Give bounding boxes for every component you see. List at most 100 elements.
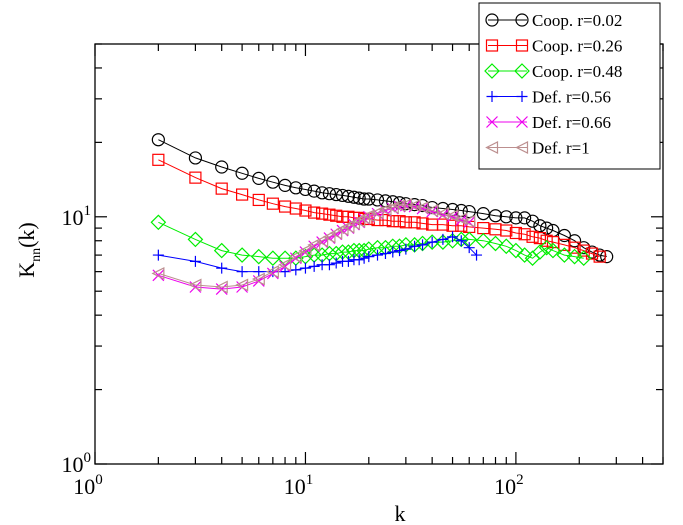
series-1 [152, 153, 606, 263]
plot-frame [94, 43, 664, 465]
data-point [299, 262, 311, 274]
data-point [322, 230, 336, 244]
data-point [455, 235, 467, 247]
data-point [298, 182, 313, 197]
legend-item: Def. r=0.56 [486, 88, 611, 107]
legend-item: Coop. r=0.26 [485, 37, 622, 56]
data-point [216, 262, 228, 274]
data-point [308, 260, 320, 272]
data-point [400, 243, 412, 255]
data-point [394, 245, 406, 257]
data-point [279, 260, 291, 273]
data-point [568, 241, 581, 254]
data-point [189, 255, 201, 267]
legend-marker [486, 116, 498, 128]
data-point [408, 216, 421, 229]
data-point [323, 259, 335, 271]
legend-item: Def. r=1 [485, 139, 590, 158]
data-point [500, 224, 513, 237]
data-point [353, 254, 365, 266]
data-point [532, 244, 548, 260]
y-tick-exponent: 1 [84, 203, 92, 219]
data-point [151, 133, 165, 147]
data-point [600, 250, 614, 264]
data-point [253, 266, 265, 278]
data-point [323, 208, 336, 221]
data-point [188, 278, 202, 292]
data-point [416, 217, 429, 230]
y-axis-label-sub: nn [29, 248, 44, 262]
data-point [463, 242, 475, 254]
data-point [508, 242, 524, 259]
data-point [499, 210, 513, 224]
data-point [533, 219, 547, 233]
data-point [361, 209, 375, 223]
data-point [475, 232, 492, 249]
data-point [341, 189, 356, 203]
data-point [406, 237, 423, 253]
data-point [266, 265, 279, 279]
legend-label: Coop. r=0.02 [532, 11, 622, 30]
data-point [558, 238, 571, 251]
legend-marker [516, 91, 528, 102]
x-tick-base: 10 [73, 474, 95, 499]
legend: Coop. r=0.02 Coop. r=0.26 Coop. r=0.48 Def.… [478, 2, 661, 170]
data-point [509, 211, 523, 225]
data-point [387, 246, 399, 258]
data-point [215, 160, 229, 174]
data-point [315, 186, 329, 200]
data-point [379, 213, 392, 227]
data-point [370, 193, 385, 207]
data-point [445, 209, 459, 223]
x-tick-label: 101 [284, 472, 314, 499]
data-point [424, 234, 441, 250]
data-point [436, 218, 450, 231]
legend-label: Def. r=0.66 [532, 113, 611, 132]
legend-label: Coop. r=0.48 [532, 62, 622, 81]
data-point [454, 212, 468, 226]
data-point [289, 202, 302, 215]
data-point [379, 248, 391, 260]
data-point [289, 181, 303, 195]
data-point [372, 249, 384, 261]
data-point [566, 248, 583, 265]
data-point [357, 192, 371, 206]
data-point [462, 204, 476, 219]
legend-marker [485, 141, 499, 154]
data-point [399, 216, 412, 229]
data-point [545, 242, 561, 259]
data-point [556, 247, 573, 263]
legend-item: Coop. r=0.02 [485, 11, 622, 30]
data-point [266, 197, 279, 210]
data-point [409, 240, 421, 252]
data-point [417, 239, 429, 251]
data-point [557, 228, 571, 243]
x-tick-label: 102 [494, 472, 524, 499]
data-point [265, 250, 281, 267]
y-tick-base: 10 [62, 205, 84, 230]
data-point [363, 251, 375, 263]
data-point [151, 266, 165, 280]
data-point [250, 248, 267, 265]
legend-label: Coop. r=0.26 [532, 37, 622, 56]
data-point [540, 234, 553, 247]
data-point [341, 220, 355, 234]
y-tick-label: 100 [62, 450, 92, 477]
data-point [316, 207, 329, 220]
data-point [307, 238, 321, 252]
data-point [252, 171, 266, 185]
data-point [299, 204, 312, 217]
data-point [352, 191, 366, 205]
x-tick-exponent: 2 [516, 472, 524, 488]
data-point [252, 193, 265, 207]
data-point [509, 226, 523, 240]
legend-marker [484, 63, 500, 79]
x-tick-exponent: 1 [306, 472, 314, 488]
data-point [426, 236, 438, 248]
y-axis-label-arg: (k) [14, 222, 39, 248]
data-point [288, 250, 302, 264]
data-point [152, 153, 165, 166]
data-point [307, 184, 321, 198]
data-point [392, 199, 406, 213]
legend-marker [515, 39, 529, 52]
